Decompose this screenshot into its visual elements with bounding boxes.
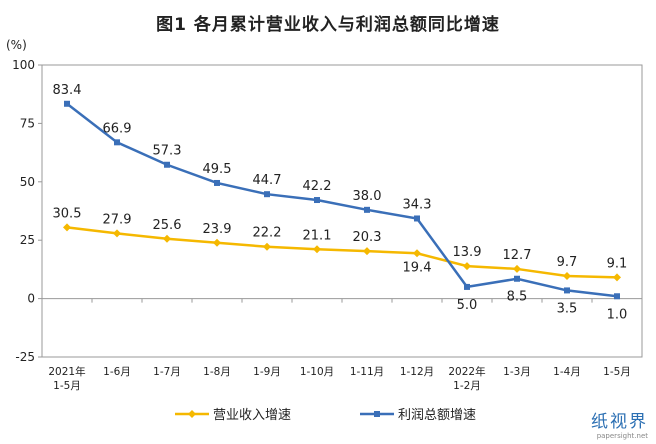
x-tick-label: 1-5月: [53, 380, 81, 392]
data-label: 57.3: [153, 144, 182, 159]
x-tick-label: 1-3月: [503, 366, 531, 378]
data-label: 44.7: [253, 173, 282, 188]
data-label: 8.5: [507, 290, 528, 305]
x-tick-label: 1-6月: [103, 366, 131, 378]
data-point: [213, 238, 221, 247]
x-tick-label: 1-8月: [203, 366, 231, 378]
data-point: [63, 223, 71, 232]
data-point: [314, 197, 320, 204]
data-point: [64, 100, 70, 107]
data-point: [514, 275, 520, 282]
y-tick-label: 100: [12, 58, 35, 72]
x-tick-label: 1-12月: [400, 366, 434, 378]
legend-marker: [188, 410, 196, 418]
data-label: 5.0: [457, 298, 478, 313]
x-tick-label: 1-5月: [603, 366, 631, 378]
data-label: 27.9: [103, 212, 132, 227]
data-point: [614, 293, 620, 300]
data-point: [464, 283, 470, 290]
data-point: [264, 191, 270, 198]
y-tick-label: 50: [20, 175, 35, 189]
data-label: 66.9: [103, 121, 132, 136]
plot-area: [41, 64, 643, 358]
data-label: 9.7: [557, 255, 578, 270]
legend-label: 营业收入增速: [213, 408, 291, 423]
x-tick-label: 1-10月: [300, 366, 334, 378]
y-tick-label: 75: [20, 116, 35, 130]
x-tick-label: 1-2月: [453, 380, 481, 392]
data-label: 23.9: [203, 222, 232, 237]
data-point: [313, 245, 321, 254]
watermark-text: 纸视界: [591, 412, 648, 432]
data-label: 83.4: [53, 83, 82, 98]
series-line-2: [66, 102, 618, 298]
data-label: 13.9: [453, 245, 482, 260]
data-point: [463, 262, 471, 271]
data-label: 1.0: [607, 307, 628, 322]
data-label: 9.1: [607, 256, 628, 271]
chart-title: 图1 各月累计营业收入与利润总额同比增速: [156, 15, 500, 35]
y-axis-unit: (%): [6, 38, 27, 52]
data-label: 42.2: [303, 179, 332, 194]
data-point: [114, 139, 120, 146]
x-tick-label: 2021年: [48, 365, 85, 378]
data-label: 30.5: [53, 206, 82, 221]
data-label: 20.3: [353, 230, 382, 245]
data-point: [513, 264, 521, 273]
series-line-1: [66, 226, 618, 279]
x-tick-label: 1-4月: [553, 366, 581, 378]
data-label: 22.2: [253, 226, 282, 241]
y-tick-label: -25: [15, 350, 35, 364]
data-label: 12.7: [503, 248, 532, 263]
data-label: 25.6: [153, 218, 182, 233]
data-label: 19.4: [403, 260, 432, 275]
y-tick-label: 25: [20, 233, 35, 247]
data-point: [214, 179, 220, 186]
x-tick-label: 2022年: [448, 365, 485, 378]
data-label: 38.0: [353, 189, 382, 204]
x-tick-label: 1-11月: [350, 366, 384, 378]
data-label: 34.3: [403, 197, 432, 212]
data-label: 3.5: [557, 301, 578, 316]
legend-label: 利润总额增速: [398, 408, 476, 423]
data-point: [363, 247, 371, 256]
data-label: 21.1: [303, 228, 332, 243]
data-point: [413, 249, 421, 258]
watermark-url: papersight.net: [596, 432, 648, 440]
data-point: [163, 234, 171, 243]
watermark: 纸视界 papersight.net: [591, 407, 648, 440]
x-tick-label: 1-7月: [153, 366, 181, 378]
data-point: [564, 287, 570, 294]
data-point: [563, 271, 571, 280]
data-point: [263, 242, 271, 251]
data-label: 49.5: [203, 162, 232, 177]
legend-marker: [374, 411, 380, 417]
data-point: [364, 206, 370, 213]
data-point: [113, 229, 121, 238]
data-point: [164, 161, 170, 168]
x-tick-label: 1-9月: [253, 366, 281, 378]
data-point: [613, 273, 621, 282]
data-point: [414, 215, 420, 222]
y-tick-label: 0: [27, 292, 35, 306]
